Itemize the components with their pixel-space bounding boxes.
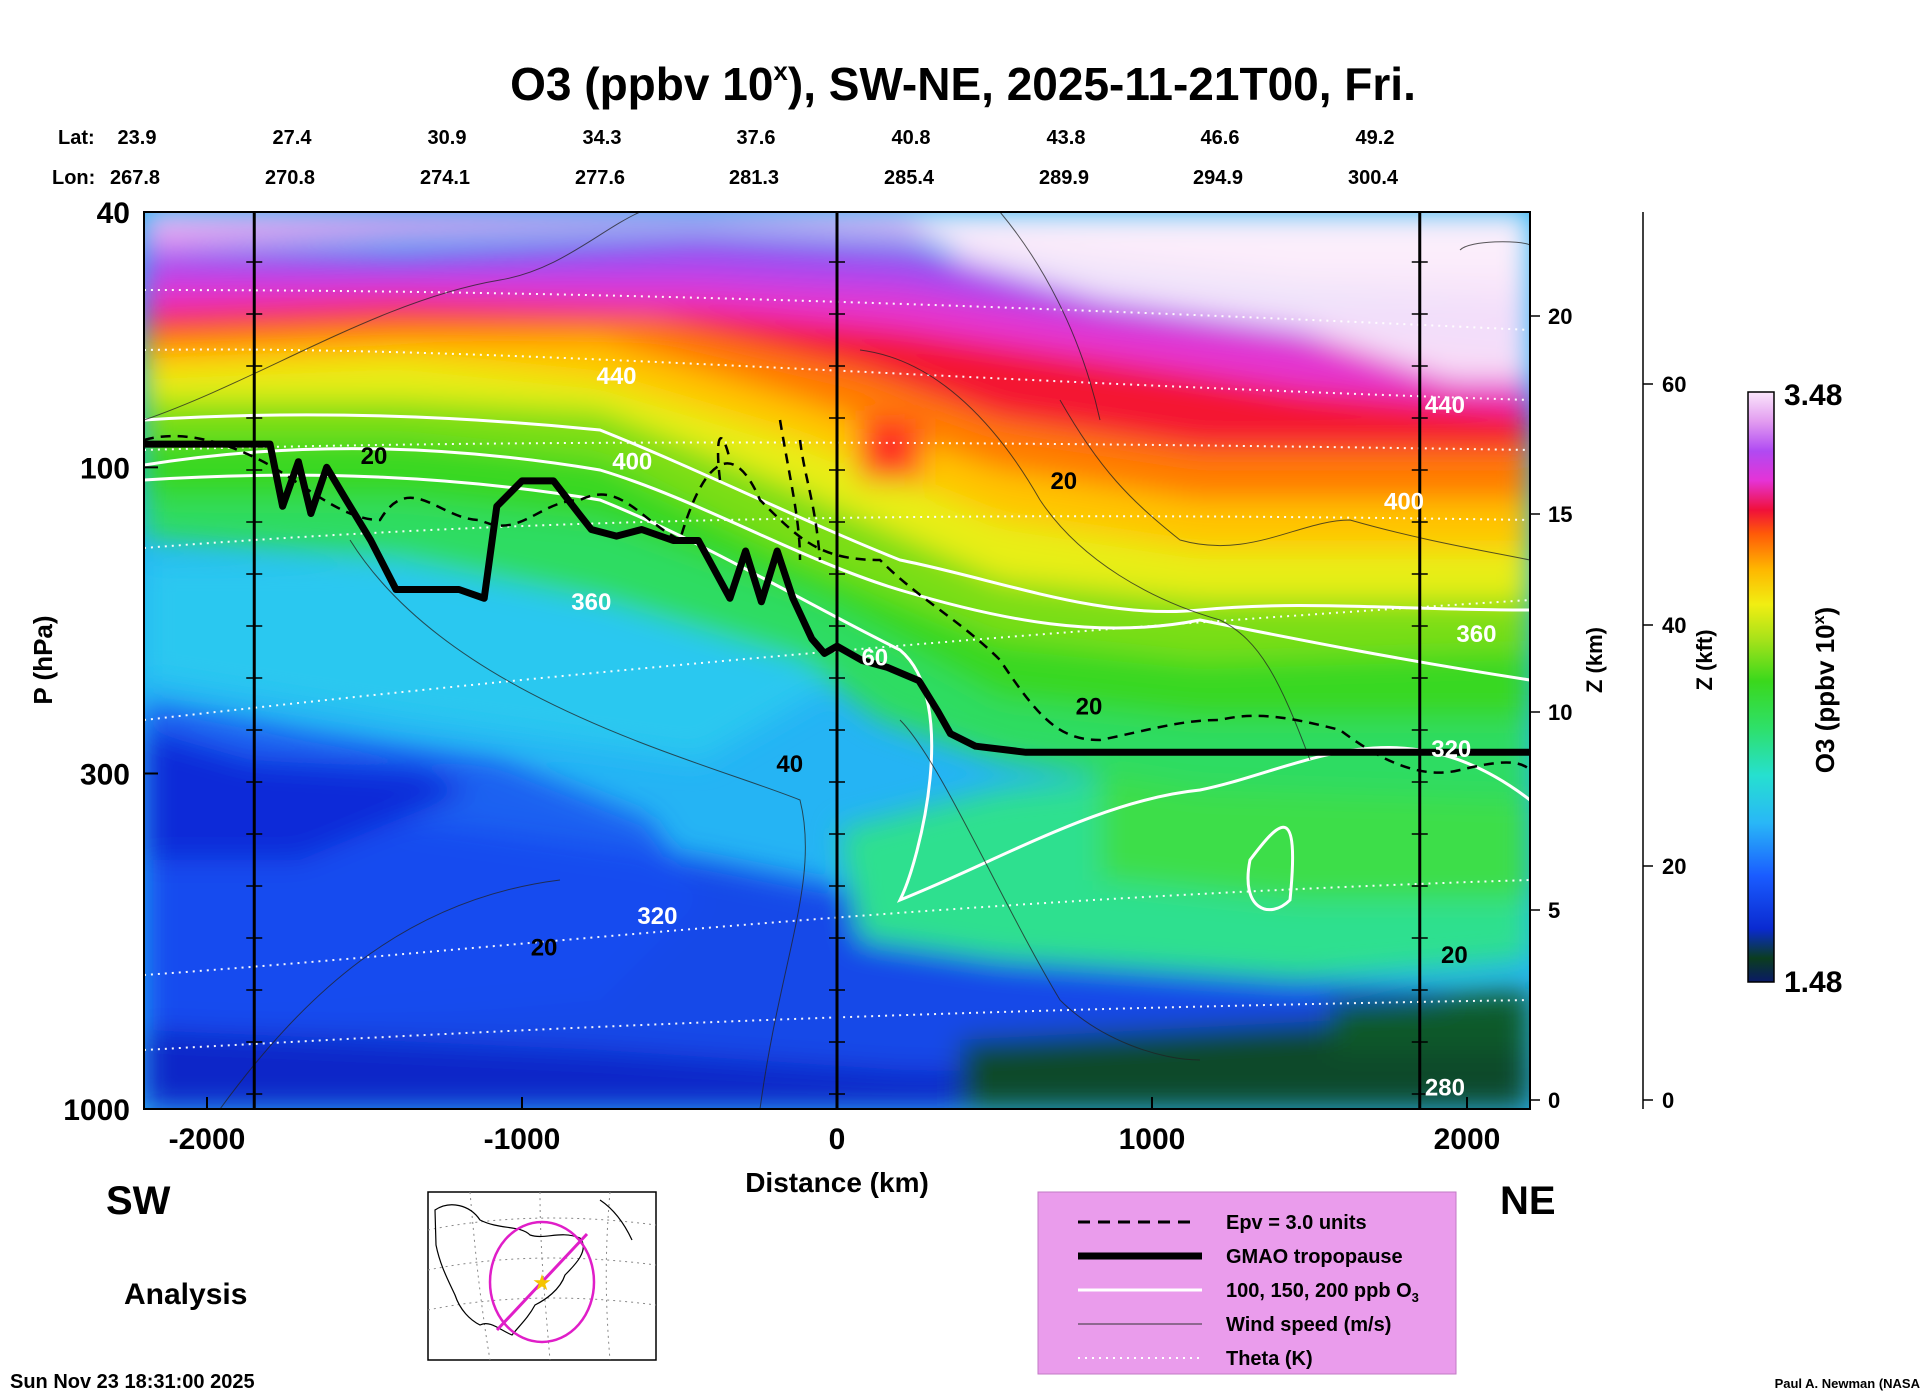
legend-ozone-contours: 100, 150, 200 ppb O3	[1226, 1280, 1419, 1305]
lon-value: 300.4	[1348, 167, 1399, 189]
gmao-tropopause-line	[144, 440, 1530, 756]
colorbar-max-label: 3.48	[1784, 379, 1842, 412]
legend-theta: Theta (K)	[1226, 1348, 1313, 1370]
lon-value: 289.9	[1039, 167, 1089, 189]
x-tick-label: 2000	[1434, 1123, 1501, 1156]
theta-label: 280	[1425, 1074, 1465, 1101]
wind-speed-label: 40	[776, 751, 803, 778]
x-axis: -2000 -1000 0 1000 2000	[169, 1097, 1501, 1156]
theta-label: 60	[861, 645, 888, 672]
y-tick-label: 100	[80, 452, 130, 485]
x-axis-label: Distance (km)	[745, 1167, 929, 1198]
ne-label: NE	[1500, 1179, 1556, 1223]
lat-value: 27.4	[273, 127, 313, 149]
timestamp: Sun Nov 23 18:31:00 2025	[10, 1371, 255, 1393]
z-km-axis: 0 5 10 15 20	[1529, 212, 1572, 1113]
y-tick-label: 300	[80, 758, 130, 791]
lat-value: 37.6	[737, 127, 776, 149]
lat-header-label: Lat:	[58, 127, 95, 149]
station-lines	[246, 212, 1428, 1109]
wind-speed-label: 20	[531, 934, 558, 961]
ozone-field: 440 400 360 320 440 400 360 320 280 60 20 20 20 40 20 2…	[144, 212, 1530, 1109]
lon-value: 267.8	[110, 167, 160, 189]
z-kft-axis-label: Z (kft)	[1692, 629, 1717, 690]
theta-label: 320	[637, 903, 677, 930]
lat-value: 43.8	[1047, 127, 1086, 149]
colorbar	[1747, 391, 1775, 983]
lon-value: 270.8	[265, 167, 315, 189]
lon-value: 281.3	[729, 167, 779, 189]
colorbar-label: O3 (ppbv 10x)	[1810, 607, 1840, 773]
lat-value: 30.9	[428, 127, 467, 149]
ozone-contours-white	[144, 413, 1530, 911]
svg-text:★: ★	[532, 1271, 552, 1296]
theta-label: 440	[1425, 392, 1465, 419]
zkm-tick-label: 0	[1548, 1088, 1560, 1113]
wind-speed-label: 20	[361, 443, 388, 470]
lon-value: 274.1	[420, 167, 470, 189]
theta-label: 400	[612, 449, 652, 476]
zkm-tick-label: 15	[1548, 502, 1572, 527]
legend-tropopause: GMAO tropopause	[1226, 1246, 1403, 1268]
theta-label: 360	[1456, 621, 1496, 648]
theta-contours	[144, 289, 1530, 1051]
credit: Paul A. Newman (NASA	[1775, 1376, 1921, 1391]
zkft-tick-label: 40	[1662, 613, 1686, 638]
analysis-label: Analysis	[124, 1278, 247, 1311]
inset-map: ★	[427, 1191, 657, 1361]
wind-speed-label: 20	[1050, 468, 1077, 495]
epv-contour	[144, 434, 1530, 774]
lat-value: 49.2	[1356, 127, 1395, 149]
theta-label: 400	[1384, 488, 1424, 515]
contour-labels: 440 400 360 320 440 400 360 320 280 60 20 20 20 40 20 2…	[361, 363, 1497, 1101]
lat-lon-header: 23.9 27.4 30.9 34.3 37.6 40.8 43.8 46.6 49.2 267.…	[110, 127, 1399, 189]
legend: Epv = 3.0 units GMAO tropopause 100, 150…	[1037, 1191, 1457, 1375]
legend-wind: Wind speed (m/s)	[1226, 1314, 1391, 1336]
y-axis: 40 100 300 1000	[63, 197, 158, 1127]
lat-value: 40.8	[892, 127, 931, 149]
y-axis-label: P (hPa)	[28, 615, 58, 704]
x-tick-label: 0	[829, 1123, 846, 1156]
sw-label: SW	[106, 1179, 171, 1223]
lat-value: 23.9	[118, 127, 157, 149]
z-kft-axis: 0 20 40 60	[1642, 212, 1686, 1113]
colorbar-min-label: 1.48	[1784, 966, 1842, 999]
epv-contour-spikes	[716, 419, 822, 561]
lon-value: 277.6	[575, 167, 625, 189]
zkft-tick-label: 60	[1662, 372, 1686, 397]
x-tick-label: -1000	[484, 1123, 561, 1156]
theta-label: 440	[596, 363, 636, 390]
y-tick-label: 1000	[63, 1094, 130, 1127]
lat-value: 46.6	[1201, 127, 1240, 149]
lat-value: 34.3	[583, 127, 622, 149]
wind-speed-label: 20	[1076, 694, 1103, 721]
lon-value: 285.4	[884, 167, 935, 189]
lon-value: 294.9	[1193, 167, 1243, 189]
theta-label: 320	[1431, 736, 1471, 763]
legend-epv: Epv = 3.0 units	[1226, 1212, 1367, 1234]
zkft-tick-label: 0	[1662, 1088, 1674, 1113]
z-km-axis-label: Z (km)	[1582, 627, 1607, 693]
zkm-tick-label: 20	[1548, 304, 1572, 329]
theta-label: 360	[571, 589, 611, 616]
chart-title: O3 (ppbv 10x), SW-NE, 2025-11-21T00, Fri…	[510, 56, 1416, 110]
lon-header-label: Lon:	[52, 167, 95, 189]
x-tick-label: 1000	[1119, 1123, 1186, 1156]
x-tick-label: -2000	[169, 1123, 246, 1156]
wind-speed-label: 20	[1441, 942, 1468, 969]
y-tick-label: 40	[97, 197, 130, 230]
zkm-tick-label: 10	[1548, 700, 1572, 725]
zkft-tick-label: 20	[1662, 854, 1686, 879]
zkm-tick-label: 5	[1548, 898, 1560, 923]
